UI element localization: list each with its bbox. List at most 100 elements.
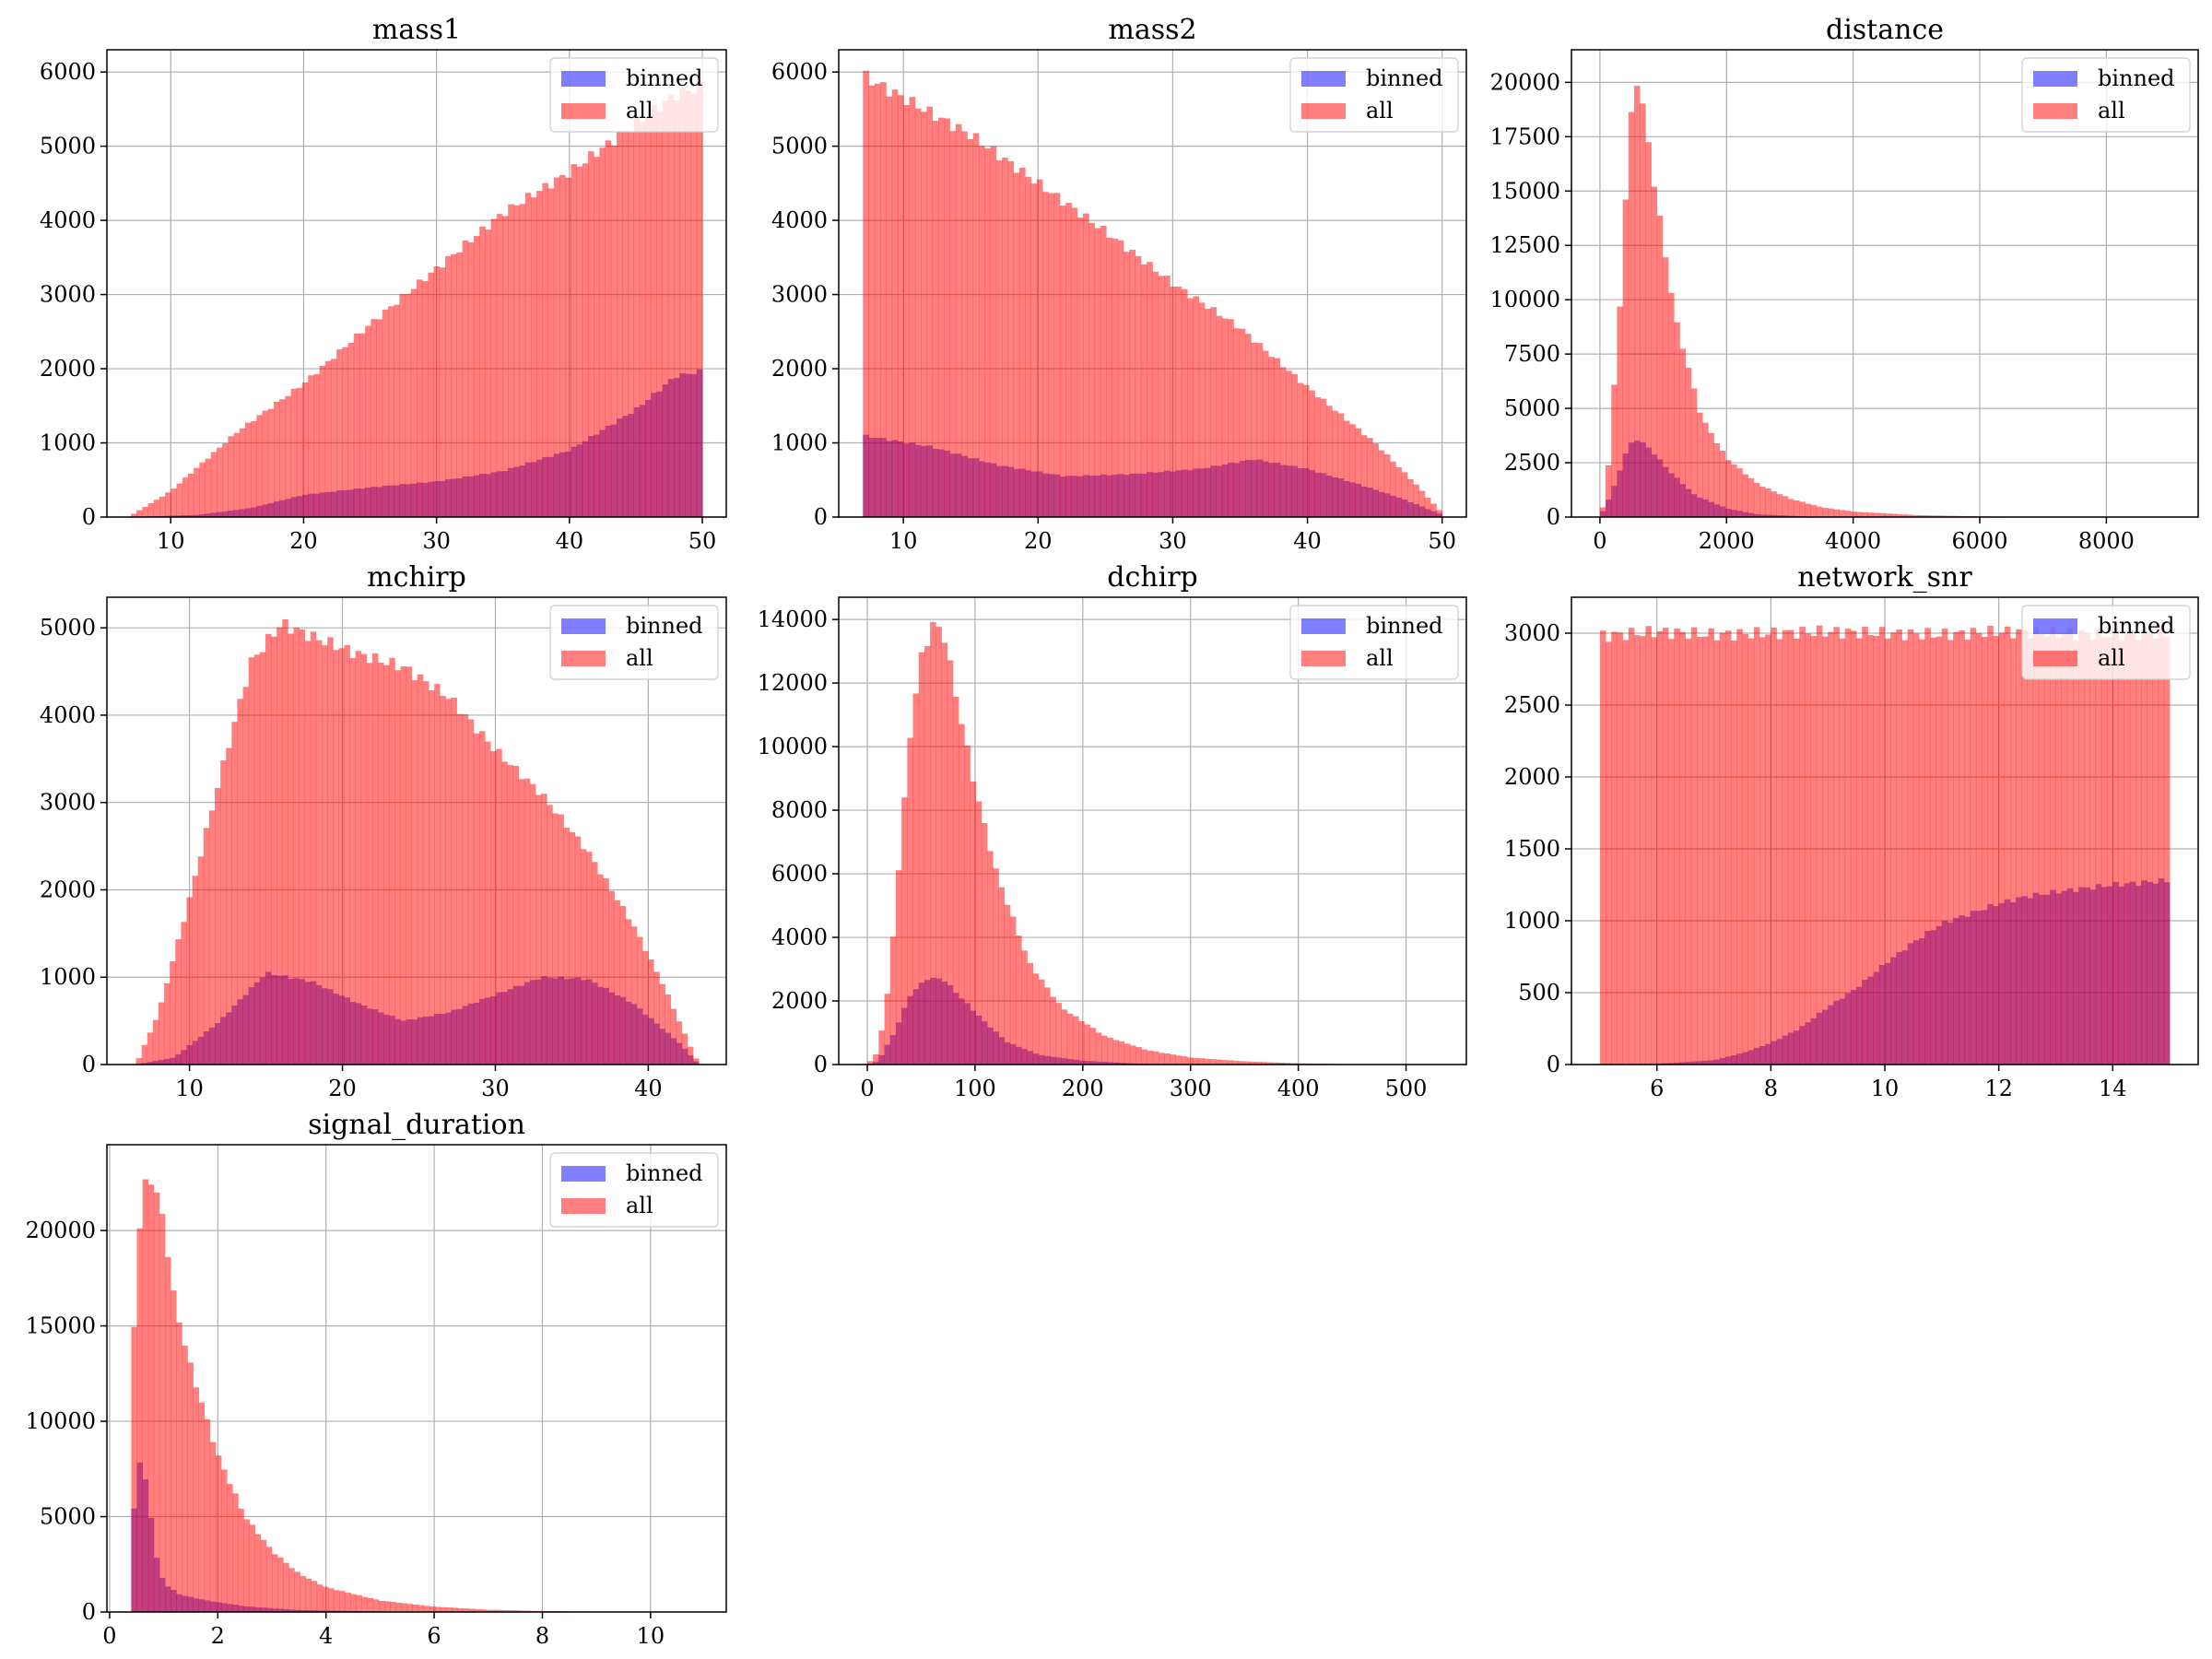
histogram-bar-all (1406, 478, 1414, 517)
histogram-bar-all (378, 1600, 385, 1612)
histogram-bar-all (394, 670, 401, 1065)
y-tick-label: 4000 (771, 924, 828, 950)
histogram-bar-all (142, 1179, 149, 1612)
histogram-bar-all (679, 87, 686, 518)
histogram-bar-all (1930, 515, 1936, 517)
histogram-bar-all (1261, 1062, 1268, 1065)
histogram-bar-all (508, 204, 514, 517)
histogram-bar-all (401, 1603, 407, 1612)
histogram-bar-all (659, 983, 665, 1065)
y-tick-label: 3000 (771, 282, 828, 308)
histogram-bar-all (1232, 1060, 1240, 1065)
histogram-bar-all (394, 304, 400, 517)
histogram-bar-all (1268, 357, 1275, 517)
chart-title: distance (1826, 14, 1944, 46)
histogram-bar-all (1002, 158, 1008, 517)
histogram-bar-all (1736, 629, 1743, 1065)
histogram-bar-all (1776, 494, 1783, 517)
histogram-bar-all (1896, 513, 1902, 517)
histogram-bar-all (912, 693, 920, 1065)
x-tick-label: 2000 (1699, 528, 1755, 554)
histogram-bar-all (1998, 632, 2006, 1065)
histogram-bar-all (1170, 1054, 1176, 1065)
x-tick-label: 12 (1984, 1076, 2013, 1101)
histogram-bar-all (1690, 388, 1698, 517)
histogram-bar-all (305, 1578, 312, 1612)
histogram-bar-all (285, 395, 291, 517)
legend-label-all: all (2098, 645, 2125, 671)
histogram-bar-all (1065, 203, 1072, 517)
histogram-bar-all (282, 618, 288, 1065)
histogram-bar-all (152, 1019, 159, 1065)
histogram-bar-all (1042, 192, 1049, 518)
histogram-bar-all (972, 133, 980, 517)
histogram-bar-all (412, 1604, 419, 1612)
histogram-bar-all (153, 1192, 160, 1612)
y-tick-label: 2000 (771, 988, 828, 1014)
histogram-bar-all (1873, 636, 1880, 1065)
histogram-bar-all (1228, 319, 1234, 517)
histogram-bar-all (182, 1346, 188, 1612)
histogram-bar-all (474, 236, 480, 517)
histogram-bar-all (181, 922, 187, 1065)
histogram-bar-all (1651, 637, 1658, 1065)
histogram-bar-all (1343, 420, 1350, 517)
histogram-bar-all (594, 157, 600, 518)
histogram-bar-all (203, 828, 210, 1065)
histogram-bar-all (1708, 628, 1714, 1065)
histogram-bar-all (327, 637, 334, 1065)
x-tick-label: 300 (1170, 1076, 1212, 1101)
histogram-bar-all (1262, 350, 1269, 517)
histogram-bar-all (880, 82, 887, 517)
histogram-bar-all (485, 229, 491, 518)
histogram-bar-all (2078, 629, 2085, 1065)
histogram-bar-all (2152, 638, 2159, 1065)
histogram-bar-all (251, 420, 257, 517)
histogram-bar-all (1617, 632, 1623, 1065)
histogram-bar-all (1413, 484, 1419, 517)
histogram-bar-all (1059, 206, 1066, 517)
histogram-bar-all (1130, 1045, 1136, 1065)
histogram-bar-all (371, 653, 379, 1065)
histogram-bar-all (1140, 264, 1147, 517)
histogram-bar-all (378, 662, 384, 1065)
histogram-bar-all (417, 674, 424, 1065)
histogram-bar-all (1314, 397, 1322, 517)
histogram-bar-all (619, 905, 627, 1065)
histogram-bar-all (1066, 1013, 1074, 1065)
histogram-bar-all (1719, 450, 1726, 517)
legend-label-all: all (626, 1193, 653, 1218)
histogram-bar-all (446, 1607, 453, 1612)
histogram-bar-all (1828, 631, 1834, 1065)
histogram-bar-all (135, 1058, 142, 1065)
histogram-bar-all (1360, 435, 1368, 517)
histogram-bar-all (462, 713, 469, 1065)
histogram-bar-all (265, 1547, 273, 1612)
y-tick-label: 6000 (771, 59, 828, 85)
histogram-bar-all (1822, 508, 1829, 517)
histogram-bar-all (209, 1441, 217, 1612)
histogram-bar-all (2044, 636, 2051, 1065)
histogram-bar-all (959, 724, 965, 1065)
histogram-bar-all (405, 293, 412, 517)
histogram-bar-all (1674, 322, 1680, 517)
histogram-bar-all (1309, 390, 1315, 517)
histogram-bar-all (1599, 630, 1606, 1065)
histogram-bar-all (433, 265, 441, 517)
histogram-bar-all (1284, 1063, 1290, 1065)
histogram-bar-all (429, 689, 435, 1065)
histogram-bar-all (1890, 632, 1897, 1065)
histogram-bar-all (1656, 215, 1664, 517)
histogram-bar-all (417, 279, 423, 517)
histogram-bar-all (1250, 1061, 1256, 1065)
histogram-bar-all (288, 633, 294, 1065)
x-tick-label: 10 (157, 528, 185, 554)
histogram-bar-all (891, 89, 899, 517)
histogram-bar-all (215, 787, 221, 1065)
histogram-bar-all (410, 288, 418, 517)
histogram-bar-all (353, 333, 360, 517)
histogram-bar-all (429, 1606, 436, 1612)
histogram-bar-all (2050, 626, 2056, 1065)
histogram-bar-all (1152, 1051, 1159, 1065)
histogram-bar-all (1828, 508, 1834, 517)
